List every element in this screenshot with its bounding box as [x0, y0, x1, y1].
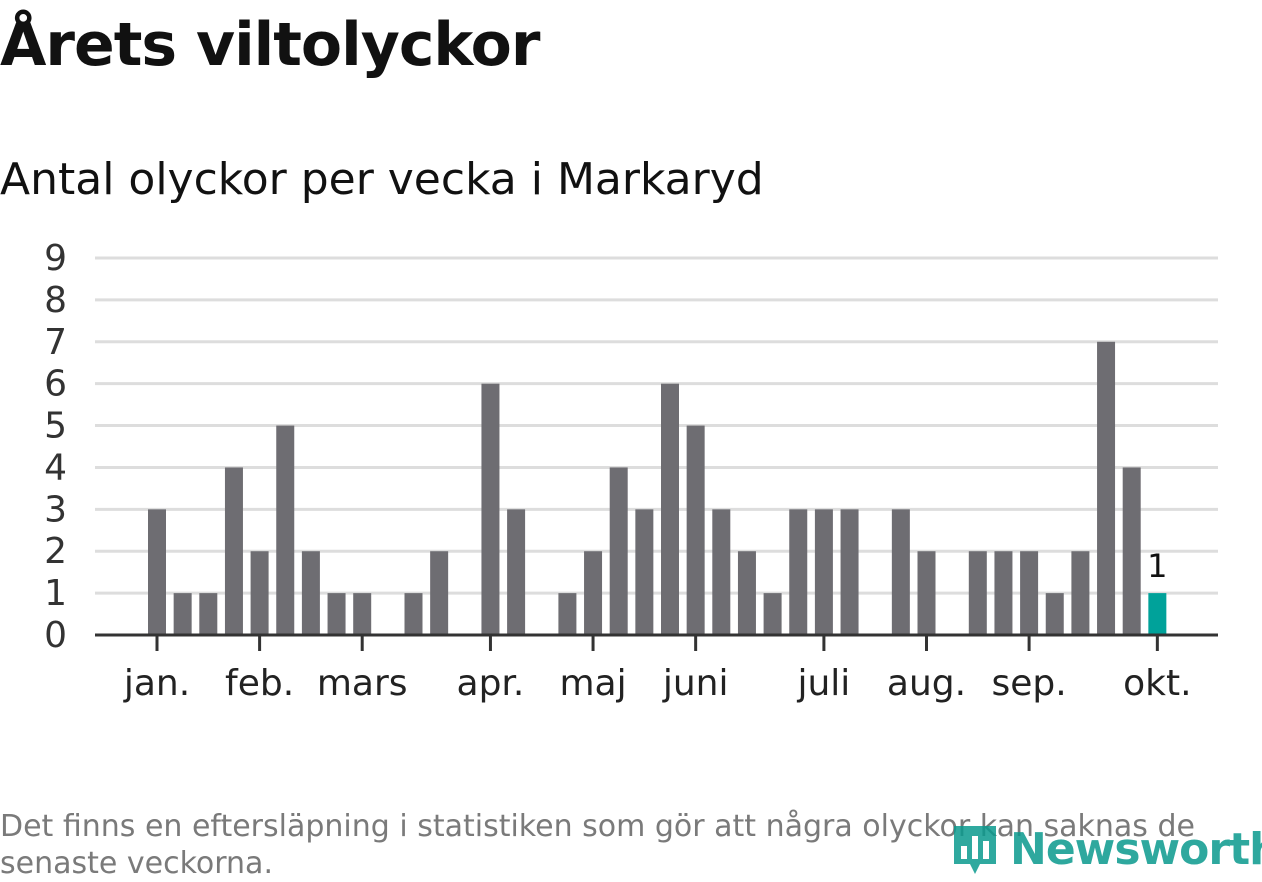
bar [507, 509, 526, 635]
x-tick-label: aug. [887, 663, 966, 704]
bar [840, 509, 859, 635]
chart-title: Årets viltolyckor [0, 10, 540, 80]
bar-chart-logo-icon [954, 826, 996, 874]
x-tick-label: feb. [225, 663, 294, 704]
x-tick-label: okt. [1123, 663, 1191, 704]
bar [686, 425, 705, 635]
x-tick-label: apr. [457, 663, 525, 704]
highlight-bar [1148, 593, 1167, 635]
bar [584, 551, 603, 635]
y-tick-label: 5 [44, 406, 67, 447]
bar [1071, 551, 1090, 635]
bar [609, 467, 628, 635]
y-tick-label: 3 [44, 489, 67, 530]
bar [814, 509, 833, 635]
newsworthy-logo: Newsworthy [950, 820, 1262, 878]
bar [1020, 551, 1039, 635]
bar [891, 509, 910, 635]
bar [353, 593, 372, 635]
bar [148, 509, 166, 635]
bar [224, 467, 243, 635]
bar [173, 593, 192, 635]
bar [661, 383, 679, 635]
x-tick-label: sep. [991, 663, 1066, 704]
y-tick-label: 0 [44, 615, 67, 656]
bar [1122, 467, 1141, 635]
bar [763, 593, 782, 635]
bar [430, 551, 449, 635]
bar [1097, 341, 1116, 635]
bar [404, 593, 423, 635]
bar [301, 551, 320, 635]
bar [712, 509, 731, 635]
y-tick-label: 1 [44, 573, 67, 614]
x-tick-label: juli [796, 663, 850, 704]
x-tick-label: juni [662, 663, 729, 704]
bar [481, 383, 500, 635]
bar [994, 551, 1013, 635]
y-tick-label: 2 [44, 531, 67, 572]
logo-text: Newsworthy [1010, 823, 1262, 875]
y-tick-label: 7 [44, 322, 67, 363]
bar [968, 551, 987, 635]
x-tick-label: jan. [123, 663, 190, 704]
bar [789, 509, 808, 635]
y-tick-label: 8 [44, 280, 67, 321]
y-tick-label: 4 [44, 447, 67, 488]
bar [199, 593, 218, 635]
bar [1045, 593, 1064, 635]
y-tick-label: 6 [44, 364, 67, 405]
bar [327, 593, 346, 635]
bar [250, 551, 269, 635]
bar [558, 593, 577, 635]
bar [917, 551, 936, 635]
x-tick-label: maj [559, 663, 626, 704]
y-tick-label: 9 [44, 238, 67, 279]
bar [737, 551, 756, 635]
chart-subtitle: Antal olyckor per vecka i Markaryd [0, 154, 764, 205]
data-label: 1 [1147, 547, 1167, 585]
x-tick-label: mars [317, 663, 408, 704]
bar [276, 425, 295, 635]
bar [635, 509, 654, 635]
